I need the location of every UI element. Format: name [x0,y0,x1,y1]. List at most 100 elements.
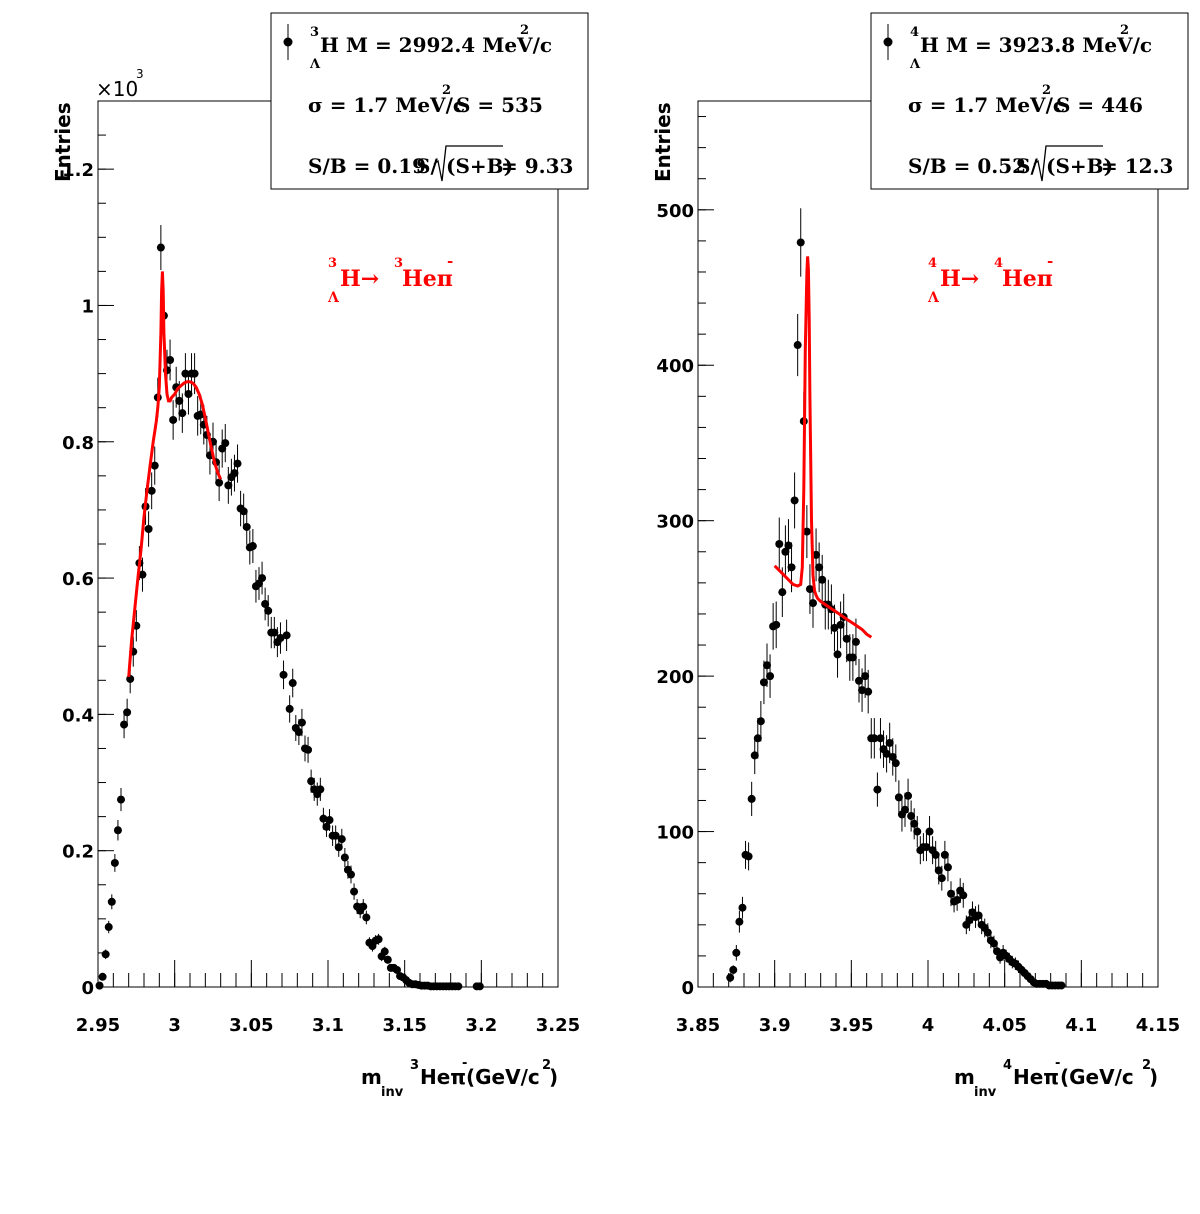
right-data-point [766,672,775,681]
right-data-point [818,575,827,584]
left-decay-n2: 3 [394,256,403,271]
left-data-point [233,459,242,468]
left-data-point [166,355,175,364]
right-data-point [910,819,919,828]
right-stats-signal: S = 446 [1056,93,1143,117]
left-data-point [258,574,267,583]
right-data-point [802,527,811,536]
right-data-points [726,238,1066,990]
right-data-point [983,928,992,937]
left-data-point [147,486,156,495]
right-y-tick-label: 500 [656,201,694,222]
left-xlabel-unit-exp: 2 [542,1058,551,1073]
left-x-tick-label: 3.15 [382,1015,426,1036]
right-stats-sqrt-sign [1033,145,1103,182]
right-stats-sig-pre: S/ [1016,154,1038,178]
left-y-tick-labels: 0 0.2 0.4 0.6 0.8 1 1.2 [62,160,94,999]
left-data-point [374,935,383,944]
left-xlabel-nucleus: 3 [410,1058,419,1073]
left-decay-d: Heπ [402,266,453,292]
left-data-point [169,415,178,424]
right-stats-nucleus: 4 [910,25,919,40]
right-data-point [848,653,857,662]
right-data-point [901,805,909,814]
right-data-point [830,623,839,632]
right-stats-mass: H M = 3923.8 MeV/c [920,33,1152,57]
left-x-tick-label: 2.95 [76,1015,120,1036]
left-data-point [393,965,401,974]
left-data-point [297,718,306,727]
left-stats-hyper: Λ [309,57,321,72]
right-data-point [793,341,802,350]
right-data-point [922,843,931,852]
right-data-point [943,863,952,872]
right-data-point [864,687,873,696]
left-x-tick-label: 3.25 [536,1015,580,1036]
left-data-point [215,478,224,487]
left-stats-frame [270,12,589,190]
right-data-point [965,916,974,925]
left-y-multiplier-base: ×10 [96,77,138,101]
left-stats-sigma: σ = 1.7 MeV/c [308,93,465,117]
right-data-point [756,717,765,726]
right-xlabel-particle: Heπ [1013,1065,1059,1089]
left-data-point [362,913,371,922]
right-data-point [763,661,771,670]
right-data-point [790,496,799,505]
left-stats-sig-post: = 9.33 [501,154,573,178]
right-data-point [772,620,781,629]
left-decay-h: H→ [340,266,379,292]
left-data-point [325,816,334,825]
right-data-point [732,948,741,957]
right-data-point [858,686,867,695]
left-data-point [242,522,251,531]
left-x-tick-label: 3.2 [465,1015,497,1036]
left-data-point [383,955,392,964]
left-data-point [454,982,463,991]
right-decay-sub: Λ [927,290,940,306]
right-data-point [833,650,842,659]
right-data-point [1057,981,1066,990]
left-data-point [307,777,316,786]
right-data-point [796,238,805,247]
right-data-point [851,637,860,646]
left-data-point [276,634,285,643]
right-decay-d: Heπ [1002,266,1053,292]
left-xlabel-sub: inv [381,1085,404,1100]
left-y-tick-label: 0.8 [62,433,94,454]
left-data-point [304,745,313,754]
right-data-point [787,563,796,572]
left-data-point [123,708,132,717]
left-axis-ticks [97,100,559,988]
right-fit-curve [773,256,873,639]
left-data-point [120,720,129,729]
right-data-point [775,540,784,548]
right-y-tick-label: 400 [656,356,694,377]
left-data-point [347,870,355,879]
left-data-point [288,679,297,688]
right-stats-hyper: Λ [909,57,921,72]
left-data-point [144,525,153,534]
left-data-points [95,243,484,991]
right-data-point [744,852,753,861]
right-data-point [726,973,735,982]
right-y-tick-label: 200 [656,667,694,688]
left-x-tick-label: 3.1 [312,1015,344,1036]
right-data-point [750,751,759,760]
left-data-point [282,631,291,640]
right-y-tick-label: 100 [656,823,694,844]
right-panel: 0 100 200 300 400 500 3.85 3.9 3.95 4 4.05 4.1 4.15… [651,12,1189,1100]
left-xlabel-unit-close: ) [549,1065,558,1089]
right-data-point [953,895,962,904]
left-data-point [334,843,343,852]
right-x-tick-label: 3.95 [829,1015,873,1036]
right-data-point [937,874,946,883]
left-y-tick-label: 1.2 [62,160,94,181]
left-data-point [175,396,184,405]
left-data-point [380,947,389,956]
left-stats-box: 3 Λ H M = 2992.4 MeV/c 2 σ = 1.7 MeV/c 2… [270,12,589,190]
left-stats-mass: H M = 2992.4 MeV/c [320,33,552,57]
right-data-point [738,903,747,912]
right-data-point [809,599,817,608]
right-data-point [882,749,891,758]
